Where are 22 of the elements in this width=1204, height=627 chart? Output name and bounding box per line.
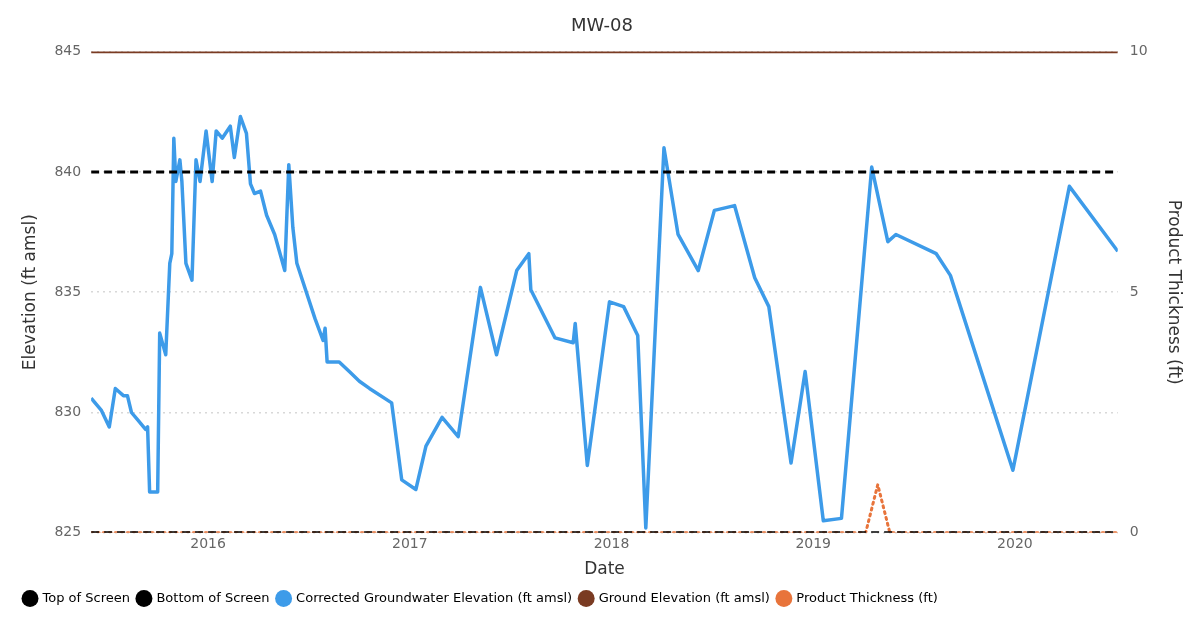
x-tick-label: 2016 — [190, 534, 227, 551]
y-tick-label: 835 — [54, 282, 82, 299]
y-axis-title: Elevation (ft amsl) — [18, 214, 39, 371]
legend-label: Corrected Groundwater Elevation (ft amsl) — [296, 589, 573, 605]
legend-label: Top of Screen — [41, 589, 130, 605]
y-tick-label: 845 — [54, 42, 82, 59]
x-axis-title: Date — [584, 558, 625, 579]
x-tick-label: 2020 — [997, 534, 1033, 551]
legend-label: Bottom of Screen — [156, 589, 270, 605]
y2-axis-title: Product Thickness (ft) — [1165, 199, 1186, 385]
y-tick-label: 830 — [54, 403, 82, 420]
y-tick-label: 825 — [54, 523, 82, 540]
x-tick-label: 2019 — [795, 534, 832, 551]
x-tick-label: 2017 — [391, 534, 428, 551]
x-tick-label: 2018 — [593, 534, 630, 551]
legend-label: Ground Elevation (ft amsl) — [598, 589, 770, 605]
y-tick-label: 840 — [54, 162, 82, 179]
y2-tick-label: 10 — [1129, 42, 1148, 59]
chart-title: MW-08 — [571, 14, 633, 36]
legend-label: Product Thickness (ft) — [796, 589, 938, 605]
y2-tick-label: 0 — [1129, 523, 1139, 540]
y2-tick-label: 5 — [1129, 282, 1139, 299]
